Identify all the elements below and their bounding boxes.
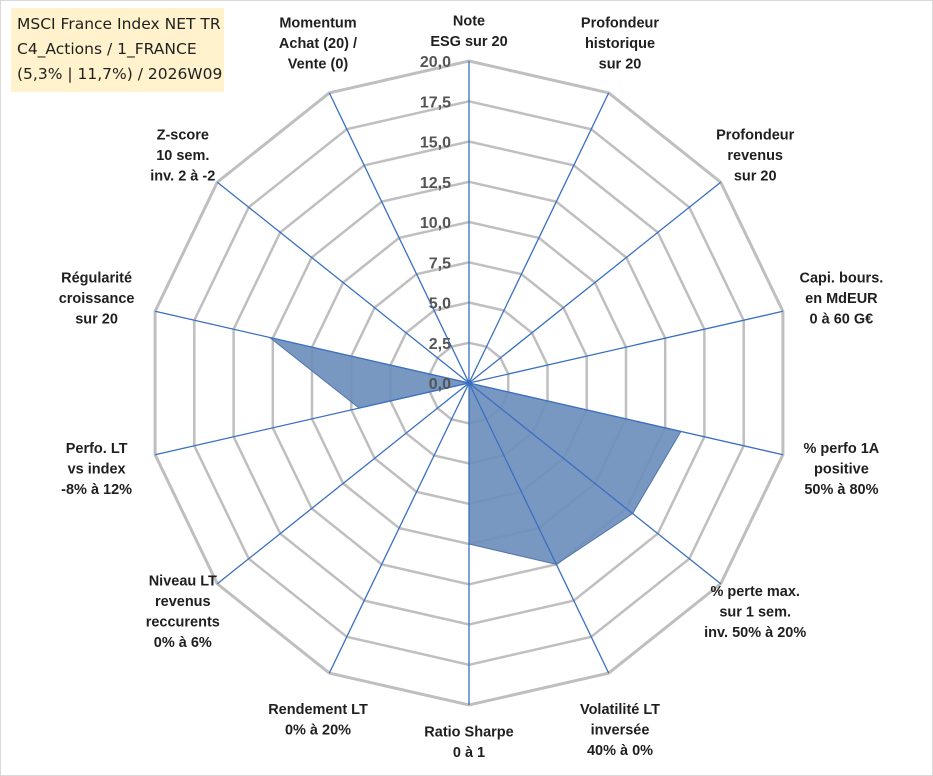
axis-label-3: Capi. bours.	[800, 271, 884, 287]
axis-label-11: Régularité	[61, 271, 132, 287]
tick-label: 20,0	[420, 54, 451, 71]
spoke-9	[216, 382, 470, 585]
axis-label-12: 10 sem.	[156, 148, 209, 164]
spoke-13	[328, 92, 470, 384]
spoke-1	[468, 92, 610, 384]
axis-label-8: 0% à 20%	[285, 723, 351, 739]
spoke-2	[468, 181, 722, 384]
spoke-8	[328, 382, 470, 674]
axis-label-3: 0 à 60 G€	[810, 312, 874, 328]
axis-label-1: historique	[585, 36, 655, 52]
title-line-2: C4_Actions / 1_FRANCE	[17, 40, 197, 58]
tick-label: 17,5	[420, 94, 451, 111]
axis-label-13: Momentum	[279, 16, 356, 32]
tick-label: 7,5	[429, 255, 451, 272]
axis-label-9: Niveau LT	[149, 574, 217, 590]
axis-label-10: vs index	[68, 461, 126, 477]
axis-label-12: Z-score	[157, 128, 209, 144]
spoke-5	[468, 382, 722, 585]
axis-label-4: positive	[814, 461, 869, 477]
spoke-11	[154, 310, 470, 384]
axis-label-5: inv. 50% à 20%	[704, 625, 806, 641]
axis-label-1: sur 20	[599, 57, 642, 73]
spoke-3	[468, 310, 784, 384]
tick-label: 15,0	[420, 135, 451, 152]
axis-label-6: Volatilité LT	[580, 702, 660, 718]
spoke-10	[154, 382, 470, 456]
axis-label-10: Perfo. LT	[66, 441, 128, 457]
axis-label-6: inversée	[591, 723, 650, 739]
axis-label-6: 40% à 0%	[587, 743, 653, 759]
axis-label-1: Profondeur	[581, 16, 659, 32]
tick-label: 2,5	[429, 336, 451, 353]
axis-label-9: 0% à 6%	[154, 635, 212, 651]
axis-label-4: % perfo 1A	[804, 441, 880, 457]
axis-label-7: Ratio Sharpe	[424, 725, 513, 741]
axis-label-13: Achat (20) /	[279, 36, 357, 52]
axis-label-11: croissance	[59, 291, 135, 307]
radar-spokes	[154, 61, 784, 705]
axis-label-3: en MdEUR	[805, 291, 878, 307]
spoke-4	[468, 382, 784, 456]
axis-label-12: inv. 2 à -2	[150, 169, 215, 185]
series-area-0	[269, 337, 682, 565]
axis-label-0: ESG sur 20	[430, 34, 507, 50]
axis-label-9: revenus	[155, 594, 211, 610]
chart-title-box: MSCI France Index NET TR C4_Actions / 1_…	[11, 8, 224, 92]
radar-area-layer	[269, 337, 682, 565]
tick-label: 0,0	[429, 376, 451, 393]
axis-label-7: 0 à 1	[453, 745, 485, 761]
axis-label-2: Profondeur	[716, 128, 794, 144]
axis-label-0: Note	[453, 14, 485, 30]
title-line-1: MSCI France Index NET TR	[17, 15, 221, 33]
axis-labels: Note ESG sur 20 Profondeur historique sur 20…	[59, 14, 884, 762]
axis-label-13: Vente (0)	[288, 57, 349, 73]
axis-label-11: sur 20	[75, 312, 118, 328]
axis-label-5: sur 1 sem.	[719, 604, 791, 620]
tick-label: 12,5	[420, 175, 451, 192]
axis-label-2: sur 20	[734, 169, 777, 185]
axis-label-2: revenus	[727, 148, 783, 164]
radial-tick-labels: 0,0 2,5 5,0 7,5 10,0 12,5 15,0 17,5 20,0	[420, 54, 451, 393]
spoke-12	[216, 181, 470, 384]
axis-label-5: % perte max.	[710, 584, 799, 600]
tick-label: 10,0	[420, 215, 451, 232]
axis-label-10: -8% à 12%	[61, 482, 132, 498]
tick-label: 5,0	[429, 296, 451, 313]
title-line-3: (5,3% | 11,7%) / 2026W09	[17, 65, 223, 83]
axis-label-9: reccurents	[146, 615, 220, 631]
axis-label-8: Rendement LT	[268, 702, 368, 718]
spoke-6	[468, 382, 610, 674]
axis-label-4: 50% à 80%	[804, 482, 878, 498]
